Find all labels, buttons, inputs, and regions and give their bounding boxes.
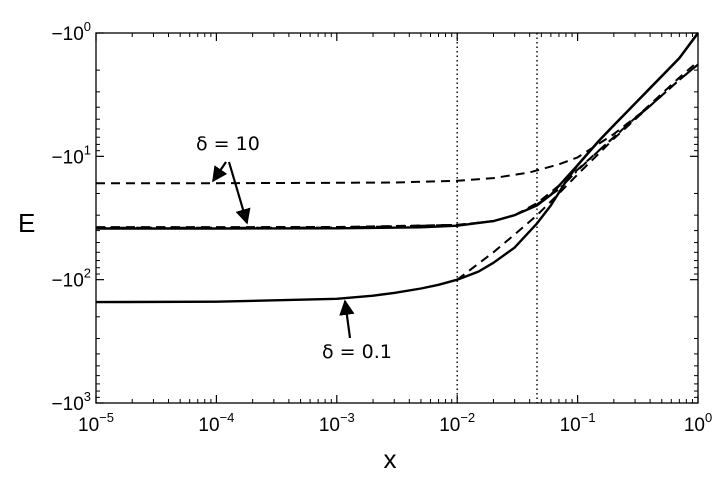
series-layer: [95, 32, 699, 304]
x-axis-label: x: [384, 444, 397, 474]
ticks-layer: [95, 32, 699, 404]
x-tick-label-2: 10−3: [319, 410, 355, 436]
annotation-delta-0-1-text: δ = 0.1: [322, 341, 392, 363]
series-line-0: [96, 63, 699, 185]
x-tick-label-1: 10−4: [198, 410, 234, 436]
annotation-delta-0-1: δ = 0.1: [322, 299, 392, 363]
x-tick-label-5: 100: [684, 410, 712, 436]
x-tick-label-3: 10−2: [439, 410, 475, 436]
annotation-delta-10-arrow-upper: [212, 161, 228, 183]
x-tick-label-0: 10−5: [78, 410, 114, 436]
series-line-3: [96, 63, 699, 229]
series-line-5: [456, 63, 699, 281]
y-tick-label-0: −100: [52, 19, 91, 45]
y-axis-label: E: [18, 208, 35, 238]
plot-frame: [95, 32, 699, 404]
series-line-4: [95, 32, 699, 304]
annotation-delta-10-arrow-lower: [227, 161, 251, 225]
annotation-delta-10: δ = 10: [196, 133, 260, 225]
x-tick-label-4: 10−1: [560, 410, 596, 436]
vertical-lines: [456, 33, 538, 403]
x-tick-labels: 10−5 10−4 10−3 10−2 10−1 100: [78, 410, 712, 436]
y-tick-label-1: −101: [52, 142, 91, 168]
annotation-delta-0-1-arrow: [339, 299, 355, 339]
y-tick-label-3: −103: [52, 389, 91, 415]
annotation-delta-10-text: δ = 10: [196, 133, 260, 155]
y-tick-label-2: −102: [52, 266, 91, 292]
y-tick-labels: −100 −101 −102 −103: [52, 19, 91, 415]
